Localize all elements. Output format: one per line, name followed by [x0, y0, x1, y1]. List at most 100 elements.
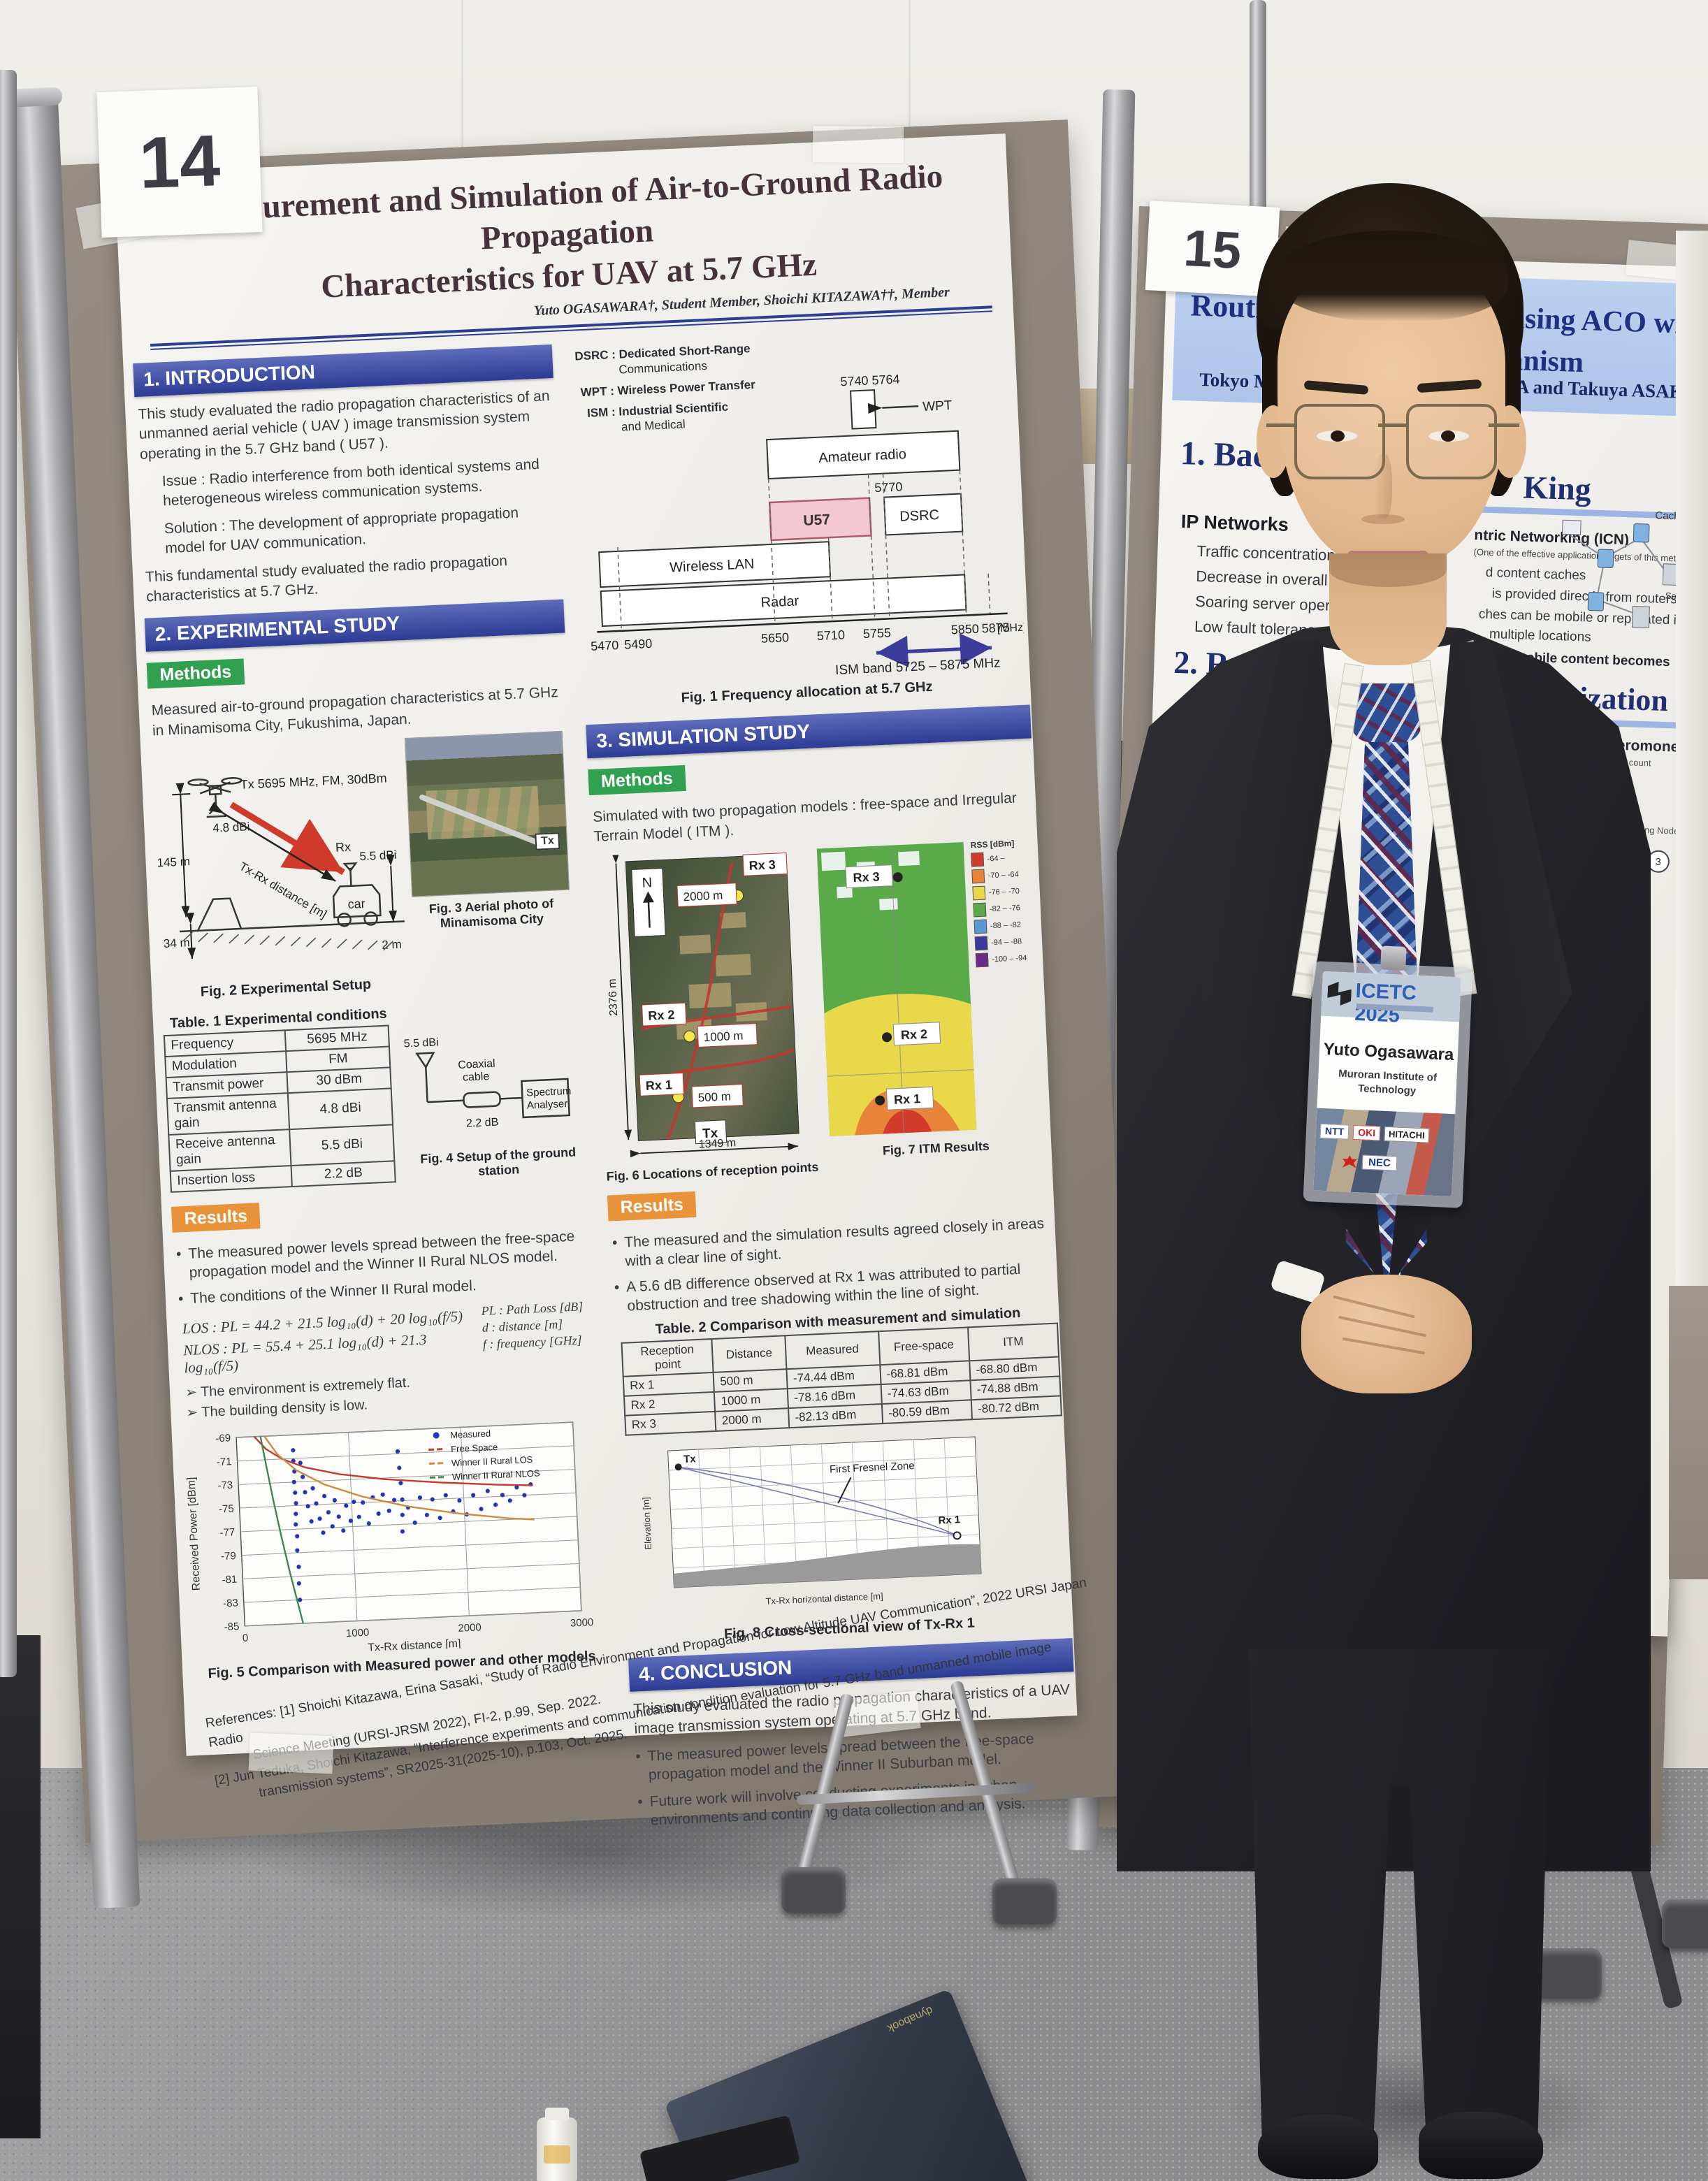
eye-left — [1317, 430, 1357, 442]
measured-point — [291, 1479, 296, 1484]
icetc-logo-mark — [1327, 981, 1352, 1006]
shoe-right — [1419, 2112, 1543, 2179]
board-number-14-text: 14 — [138, 119, 222, 204]
measured-point — [400, 1528, 405, 1534]
legend-swatch — [971, 869, 985, 883]
board-number-15-text: 15 — [1182, 218, 1243, 280]
measured-point — [457, 1498, 462, 1502]
measured-point — [430, 1497, 435, 1502]
drone-icon — [187, 776, 243, 818]
measured-point — [424, 1512, 429, 1517]
legend-swatch — [971, 852, 985, 867]
iris-left — [1331, 430, 1345, 442]
series-Winner II Rural LOS — [263, 1435, 535, 1521]
svg-text:cable: cable — [463, 1071, 490, 1084]
measured-point — [291, 1447, 296, 1452]
hands-clasped — [1301, 1275, 1472, 1393]
svg-text:5710: 5710 — [816, 628, 845, 644]
measured-point — [437, 1515, 442, 1520]
svg-text:2.2 dB: 2.2 dB — [466, 1116, 499, 1129]
badge-name: Yuto Ogasawara — [1323, 1039, 1454, 1065]
fig5-legend-label: Measured — [450, 1428, 491, 1440]
svg-text:First Fresnel Zone: First Fresnel Zone — [830, 1460, 915, 1476]
svg-text:2000 m: 2000 m — [683, 888, 723, 904]
measured-point — [330, 1523, 335, 1528]
measured-point — [298, 1460, 303, 1465]
svg-text:ISM : Industrial Scientific: ISM : Industrial Scientific — [587, 400, 729, 420]
svg-text:ISM band 5725 – 5875 MHz: ISM band 5725 – 5875 MHz — [835, 656, 1001, 679]
car-icon — [332, 862, 382, 927]
badge-affiliation: Muroran Institute of Technology — [1338, 1067, 1438, 1097]
measured-point — [303, 1489, 307, 1494]
svg-text:1000 m: 1000 m — [703, 1029, 744, 1044]
fig8-cross-section: Tx Rx 1 First Fresnel Zone Elevation [m]… — [641, 1436, 982, 1607]
legend-swatch — [975, 952, 989, 967]
x-tick-label: 1000 — [346, 1626, 370, 1639]
fig7-legend-row: -94 – -88 — [974, 934, 1036, 950]
svg-text:DSRC: DSRC — [899, 507, 940, 525]
measured-point — [298, 1597, 303, 1602]
glasses-temple-left — [1266, 423, 1297, 427]
svg-text:U57: U57 — [803, 512, 831, 529]
measured-point — [352, 1499, 356, 1504]
svg-text:5470: 5470 — [591, 638, 619, 653]
svg-text:5850: 5850 — [950, 622, 979, 637]
methods-chip: Methods — [146, 658, 245, 690]
measured-point — [356, 1514, 361, 1519]
measured-point — [301, 1474, 305, 1479]
left-poster-board-group: Measurement and Simulation of Air-to-Gro… — [7, 87, 1144, 1908]
svg-text:Tx: Tx — [702, 1126, 719, 1141]
badge-holder: ICETC 2025 Yuto Ogasawara Muroran Instit… — [1303, 945, 1473, 1208]
measured-point — [361, 1500, 366, 1505]
series-Winner II Rural NLOS — [259, 1435, 304, 1623]
svg-text:5.5 dBi: 5.5 dBi — [359, 848, 397, 862]
x-tick-label: 0 — [243, 1632, 249, 1644]
svg-text:Rx: Rx — [335, 839, 351, 854]
fig2-experimental-setup: Tx 5695 MHz, FM, 30dBm 4.8 dBi 145 m 34 … — [157, 771, 405, 959]
bystander-sliver — [0, 1635, 41, 2138]
svg-text:Elevation [m]: Elevation [m] — [641, 1497, 653, 1550]
measured-point — [326, 1509, 331, 1514]
badge-header: ICETC 2025 — [1321, 971, 1461, 1027]
measured-point — [294, 1521, 298, 1527]
measured-point — [479, 1506, 484, 1511]
svg-text:and Medical: and Medical — [621, 418, 686, 434]
svg-text:5755: 5755 — [862, 626, 891, 642]
legend-label: -100 – -94 — [991, 953, 1027, 964]
y-tick-label: -69 — [215, 1432, 231, 1444]
fig4-ground-station: 5.5 dBi Coaxial cable 2 — [403, 1036, 571, 1129]
glasses-right-lens — [1406, 404, 1497, 479]
tape — [812, 126, 904, 164]
measured-point — [397, 1465, 402, 1470]
measured-point — [485, 1488, 490, 1493]
svg-text:2376 m: 2376 m — [607, 978, 620, 1016]
eye-right — [1428, 430, 1469, 442]
fig7-legend-row: -64 – — [971, 850, 1032, 867]
measured-point — [348, 1518, 353, 1523]
intro-paragraph-2: This fundamental study evaluated the rad… — [145, 553, 508, 605]
fig7-legend-row: -70 – -64 — [971, 867, 1032, 883]
bottle-cap — [545, 2108, 569, 2120]
legend-label: -88 – -82 — [990, 920, 1022, 930]
svg-text:Radar: Radar — [760, 594, 799, 611]
wall-seam — [461, 0, 463, 182]
measured-point — [295, 1533, 300, 1538]
y-tick-label: -81 — [222, 1573, 237, 1586]
section-3-header: 3. SIMULATION STUDY — [586, 704, 1032, 759]
measured-point — [500, 1492, 505, 1497]
y-tick-label: -83 — [223, 1597, 238, 1609]
svg-text:Rx 2: Rx 2 — [900, 1027, 927, 1042]
glasses-temple-right — [1489, 423, 1519, 427]
svg-text:2 m: 2 m — [382, 937, 402, 951]
svg-text:5875: 5875 — [981, 621, 1010, 636]
svg-text:Rx 3: Rx 3 — [853, 869, 880, 885]
table2-comparison: Reception point Distance Measured Free-s… — [621, 1322, 1062, 1435]
legend-swatch — [972, 885, 986, 900]
measured-point — [507, 1498, 512, 1502]
measured-point — [317, 1516, 322, 1521]
svg-text:5650: 5650 — [761, 630, 790, 646]
fig7-legend-row: -76 – -70 — [972, 883, 1033, 900]
y-tick-label: -71 — [217, 1456, 232, 1468]
svg-text:1349 m: 1349 m — [698, 1137, 736, 1150]
